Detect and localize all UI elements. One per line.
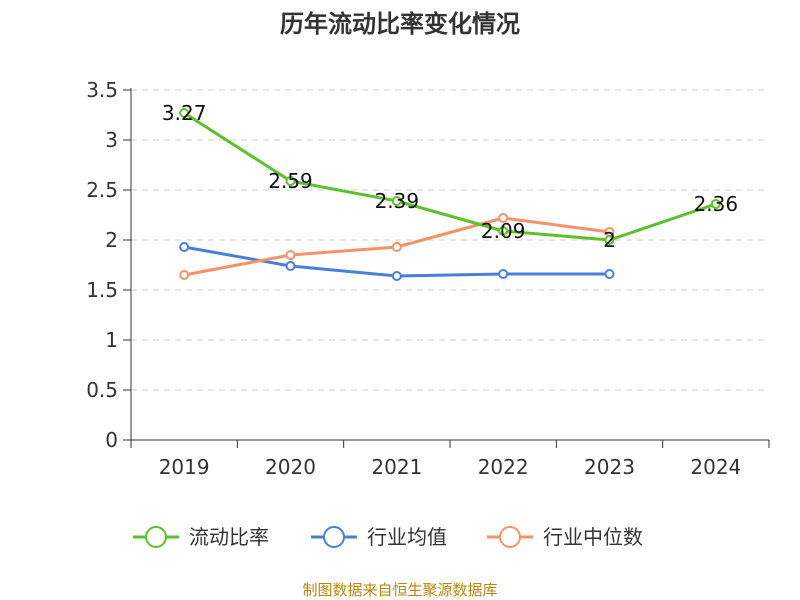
legend: 流动比率 行业均值 行业中位数 [133,525,643,549]
data-label: 3.27 [162,101,207,125]
data-point [285,261,296,271]
x-tick-label: 2021 [371,455,422,479]
legend-marker [145,526,167,548]
data-point [391,242,402,252]
data-labels: 3.27 2.59 2.39 2.09 2 2.36 [162,101,738,252]
data-point [498,213,509,223]
x-tick-label: 2023 [584,455,635,479]
data-point [391,196,402,206]
x-tick-label: 2024 [690,455,741,479]
data-point [710,199,721,209]
data-point [179,108,190,118]
y-tick-label: 2 [105,228,118,252]
data-point [285,176,296,186]
series-2 [179,242,615,281]
data-point [285,250,296,260]
y-tick-label: 1.5 [86,278,118,302]
data-point [498,226,509,236]
data-label: 2.59 [268,169,313,193]
legend-label: 流动比率 [189,525,269,549]
x-tick-label: 2022 [478,455,529,479]
source-note: 制图数据来自恒生聚源数据库 [302,581,497,599]
legend-item-2: 行业均值 [311,525,447,549]
x-tick-label: 2020 [265,455,316,479]
series-group [179,108,721,281]
legend-label: 行业中位数 [543,525,643,549]
data-point [391,271,402,281]
x-tick-label: 2019 [159,455,210,479]
y-tick-label: 3.5 [86,78,118,102]
series-3 [179,213,615,280]
legend-marker [323,526,345,548]
data-point [604,269,615,279]
data-point [498,269,509,279]
legend-label: 行业均值 [367,525,447,549]
y-tick-label: 1 [105,328,118,352]
series-line [183,111,717,242]
y-tick-label: 3 [105,128,118,152]
legend-item-1: 流动比率 [133,525,269,549]
series-1 [179,108,721,245]
y-tick-label: 2.5 [86,178,118,202]
data-label: 2.39 [375,189,420,213]
chart-title: 历年流动比率变化情况 [280,10,520,38]
data-label: 2.36 [694,192,739,216]
data-label: 2.09 [481,219,526,243]
data-label: 2 [603,228,616,252]
data-point [179,242,190,252]
y-tick-label: 0.5 [86,378,118,402]
data-point [179,270,190,280]
y-tick-label: 0 [105,428,118,452]
legend-marker [499,526,521,548]
axes: 0 0.5 1 1.5 2 2.5 3 3.5 2019 2020 2021 2022 2023 2024 [86,78,770,479]
data-point [604,235,615,245]
grid-lines [131,89,769,391]
legend-item-3: 行业中位数 [487,525,643,549]
